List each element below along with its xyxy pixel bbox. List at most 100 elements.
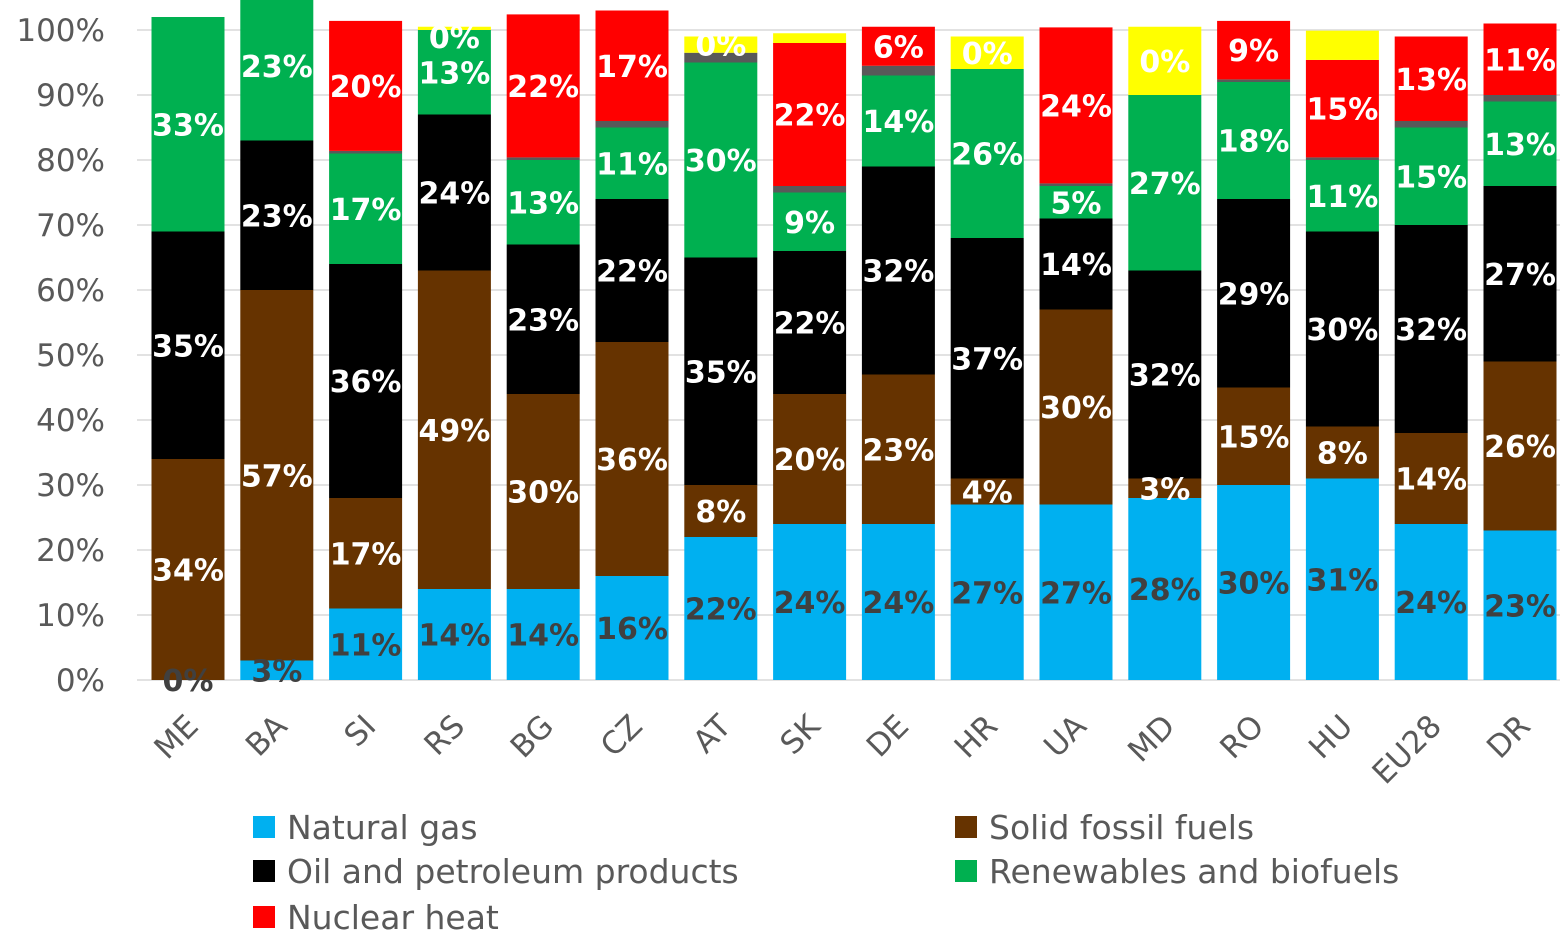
bar-segment: [1483, 186, 1557, 362]
bar-segment: [329, 20, 403, 151]
legend-swatch: [253, 906, 275, 928]
bar-segment: [240, 0, 314, 141]
bar-segment: [595, 199, 669, 342]
bar-segment: [950, 238, 1024, 479]
bar-segment: [1483, 361, 1557, 531]
bar-segment: [329, 608, 403, 680]
data-label: 9%: [1228, 34, 1279, 69]
bar-segment: [506, 157, 580, 160]
bar-segment: [950, 504, 1024, 680]
bar-segment: [417, 589, 491, 680]
data-label: 0%: [163, 664, 214, 699]
data-label: 17%: [330, 193, 402, 228]
data-label: 11%: [330, 628, 402, 663]
y-tick-label: 50%: [36, 338, 105, 374]
legend-swatch: [955, 816, 977, 838]
data-label: 24%: [1040, 89, 1112, 124]
bar-segment: [595, 576, 669, 680]
y-tick-label: 60%: [36, 273, 105, 309]
bar-segment: [1217, 20, 1291, 80]
bar-segment: [151, 17, 225, 232]
bar-segment: [595, 127, 669, 199]
y-tick-label: 20%: [36, 533, 105, 569]
data-label: 32%: [1395, 313, 1467, 348]
legend: Natural gas Solid fossil fuels Oil and p…: [253, 805, 1503, 937]
bar-segment: [1483, 23, 1557, 95]
bar-segment: [773, 33, 847, 43]
bar-segment: [773, 43, 847, 186]
bar-segment: [773, 192, 847, 251]
data-label: 15%: [1395, 160, 1467, 195]
data-label: 18%: [1218, 125, 1290, 160]
data-label: 0%: [695, 29, 746, 64]
data-label: 14%: [1040, 248, 1112, 283]
data-label: 24%: [1395, 586, 1467, 621]
bar-segment: [684, 537, 758, 680]
bar-segment: [1305, 157, 1379, 160]
data-label: 22%: [596, 255, 668, 290]
x-tick-label: BG: [504, 708, 561, 765]
bar-segment: [1483, 95, 1557, 102]
data-label: 28%: [1129, 573, 1201, 608]
data-label: 35%: [152, 329, 224, 364]
data-label: 22%: [507, 70, 579, 105]
data-label: 11%: [1306, 180, 1378, 215]
data-label: 29%: [1218, 277, 1290, 312]
data-label: 32%: [1129, 359, 1201, 394]
data-labels: 0% 34% 35% 33% 3% 57% 23% 23% 11% 17% 36% 17% 20% 14%…: [152, 21, 1556, 699]
bar-segment: [773, 524, 847, 680]
data-label: 36%: [330, 365, 402, 400]
bar-segment: [151, 459, 225, 680]
data-label: 4%: [962, 476, 1013, 511]
bar-segment: [1305, 160, 1379, 232]
data-label: 30%: [1218, 567, 1290, 602]
bar-segment: [861, 75, 935, 167]
x-tick-label: HR: [948, 708, 1005, 765]
bar-segment: [950, 69, 1024, 238]
data-label: 30%: [685, 144, 757, 179]
x-tick-label: CZ: [594, 708, 650, 764]
y-axis: 0% 10% 20% 30% 40% 50% 60% 70% 80% 90% 100%: [16, 13, 105, 699]
x-tick-label: EU28: [1366, 708, 1449, 791]
bars: [151, 0, 1557, 680]
bar-segment: [329, 264, 403, 498]
bar-segment: [240, 140, 314, 290]
bar-segment: [1217, 485, 1291, 680]
legend-item-renewables-and-biofuels: Renewables and biofuels: [955, 849, 1399, 893]
x-axis: ME BA SI RS BG CZ AT SK DE HR UA MD RO HU EU28 DR: [147, 707, 1537, 791]
data-label: 14%: [1395, 463, 1467, 498]
bar-segment: [1039, 183, 1113, 186]
bar-segment: [506, 14, 580, 158]
data-label: 27%: [1484, 258, 1556, 293]
legend-label: Solid fossil fuels: [989, 807, 1255, 847]
bar-segment: [506, 589, 580, 680]
bar-segment: [417, 30, 491, 115]
legend-swatch: [253, 816, 275, 838]
bar-segment: [684, 485, 758, 537]
bar-segment: [1305, 30, 1379, 60]
data-label: 30%: [1040, 391, 1112, 426]
data-label: 37%: [951, 342, 1023, 377]
bar-segment: [329, 150, 403, 154]
bar-segment: [1483, 530, 1557, 680]
data-label: 49%: [418, 414, 490, 449]
bar-segment: [595, 121, 669, 128]
data-label: 14%: [862, 105, 934, 140]
x-tick-label: RO: [1213, 708, 1271, 766]
data-label: 24%: [862, 586, 934, 621]
data-label: 35%: [685, 355, 757, 390]
data-label: 16%: [596, 612, 668, 647]
data-label: 27%: [1040, 576, 1112, 611]
data-label: 31%: [1306, 563, 1378, 598]
x-tick-label: RS: [417, 708, 472, 763]
bar-segment: [861, 374, 935, 524]
bar-segment: [1394, 225, 1468, 433]
bar-segment: [151, 231, 225, 459]
data-label: 26%: [1484, 430, 1556, 465]
legend-label: Nuclear heat: [287, 897, 499, 937]
legend-swatch: [955, 860, 977, 882]
data-label: 5%: [1051, 186, 1102, 221]
x-tick-label: DR: [1480, 708, 1538, 766]
legend-label: Natural gas: [287, 807, 478, 847]
legend-item-nuclear-heat: Nuclear heat: [253, 895, 499, 939]
